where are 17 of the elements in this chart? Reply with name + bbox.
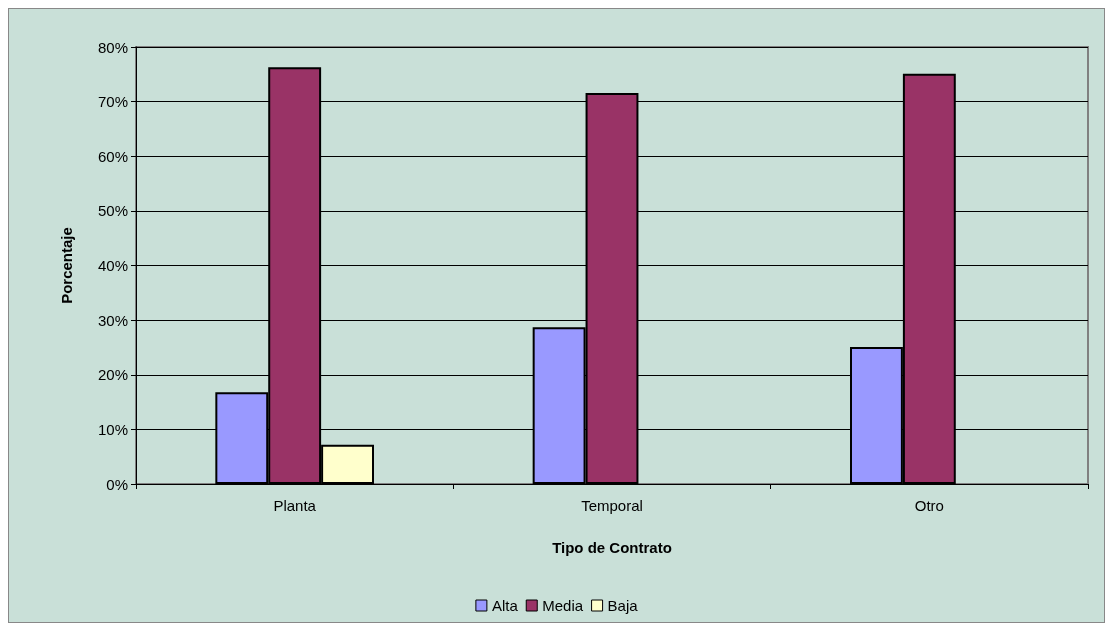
- x-axis-title: Tipo de Contrato: [552, 539, 672, 556]
- x-tick-label: Otro: [914, 497, 944, 514]
- y-tick-label: 60%: [97, 147, 128, 165]
- legend-label: Media: [542, 597, 584, 614]
- y-tick-label: 80%: [97, 38, 128, 56]
- y-tick-label: 40%: [97, 257, 128, 274]
- legend-label: Baja: [607, 597, 639, 614]
- x-tick-label: Planta: [273, 497, 317, 514]
- y-tick-label: 0%: [106, 475, 128, 493]
- y-axis-title: Porcentaje: [58, 227, 75, 304]
- y-tick-label: 30%: [97, 311, 128, 329]
- x-tick-label: Temporal: [581, 497, 643, 514]
- y-tick-label: 50%: [97, 202, 128, 220]
- legend-label: Alta: [491, 597, 519, 614]
- y-tick-label: 20%: [97, 366, 128, 384]
- y-tick-label: 10%: [97, 420, 128, 438]
- y-tick-label: 70%: [97, 93, 128, 111]
